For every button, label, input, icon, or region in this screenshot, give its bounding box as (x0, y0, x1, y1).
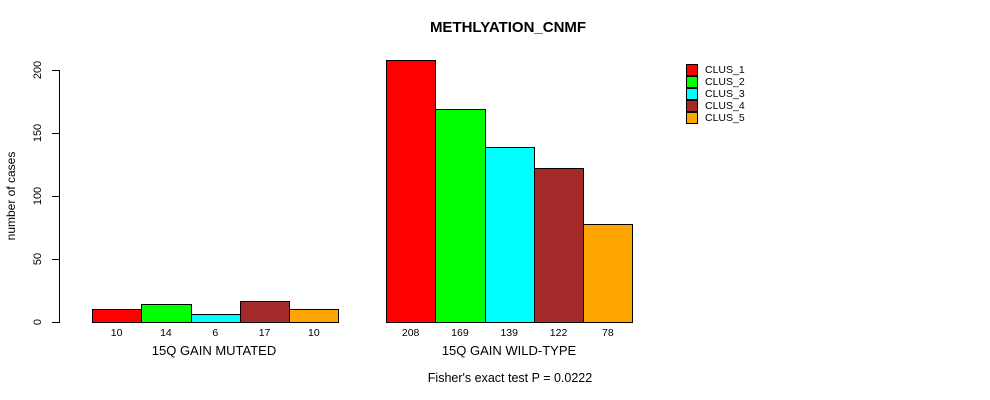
legend-item-clus_4: CLUS_4 (686, 100, 745, 113)
bar-clus_3 (190, 314, 241, 323)
group-label-wild-type: 15Q GAIN WILD-TYPE (441, 343, 577, 358)
y-axis-tick-label: 150 (32, 123, 44, 143)
bar-clus_5 (583, 223, 634, 323)
bar-value-label: 17 (258, 327, 271, 339)
legend-item-clus_2: CLUS_2 (686, 76, 745, 89)
y-axis-tick (52, 259, 59, 260)
bar-value-label: 10 (307, 327, 320, 339)
legend-item-clus_5: CLUS_5 (686, 112, 745, 125)
legend-label: CLUS_3 (705, 88, 745, 101)
chart-title: METHLYATION_CNMF (429, 19, 587, 36)
y-axis-tick (52, 70, 59, 71)
bar-clus_2 (435, 109, 486, 323)
bar-value-label: 6 (212, 327, 219, 339)
bar-clus_1 (92, 309, 143, 323)
y-axis-tick-label: 200 (32, 60, 44, 80)
y-axis-tick-label: 50 (32, 252, 44, 266)
y-axis-tick (52, 196, 59, 197)
legend-item-clus_1: CLUS_1 (686, 64, 745, 76)
legend-label: CLUS_4 (705, 100, 745, 113)
bar-value-label: 14 (160, 327, 172, 339)
y-axis-tick-label: 100 (32, 186, 44, 206)
bar-value-label: 78 (601, 327, 614, 339)
legend-swatch-clus_3 (686, 88, 698, 101)
y-axis-tick (52, 322, 59, 323)
bar-clus_2 (141, 304, 192, 323)
legend-item-clus_3: CLUS_3 (686, 88, 745, 101)
legend-swatch-clus_5 (686, 112, 698, 125)
legend-swatch-clus_1 (686, 64, 698, 76)
legend-label: CLUS_5 (705, 112, 745, 125)
bar-value-label: 139 (500, 327, 518, 339)
legend-swatch-clus_2 (686, 76, 698, 89)
group-label-mutated: 15Q GAIN MUTATED (151, 343, 277, 358)
fisher-test-caption: Fisher's exact test P = 0.0222 (427, 371, 593, 385)
bar-clus_4 (533, 168, 585, 323)
bar-value-label: 122 (549, 327, 568, 339)
bar-value-label: 10 (110, 327, 123, 339)
legend-swatch-clus_4 (686, 100, 698, 113)
bar-clus_4 (239, 300, 291, 323)
y-axis-tick (52, 133, 59, 134)
bar-value-label: 169 (451, 327, 469, 339)
bar-clus_3 (484, 146, 535, 323)
y-axis-tick-label: 0 (32, 318, 44, 326)
y-axis-label: number of cases (4, 151, 18, 241)
bar-clus_5 (289, 309, 340, 323)
y-axis-line (59, 70, 60, 323)
legend-label: CLUS_1 (705, 64, 745, 76)
legend-label: CLUS_2 (705, 76, 745, 89)
bar-clus_1 (386, 59, 437, 323)
bar-value-label: 208 (401, 327, 420, 339)
